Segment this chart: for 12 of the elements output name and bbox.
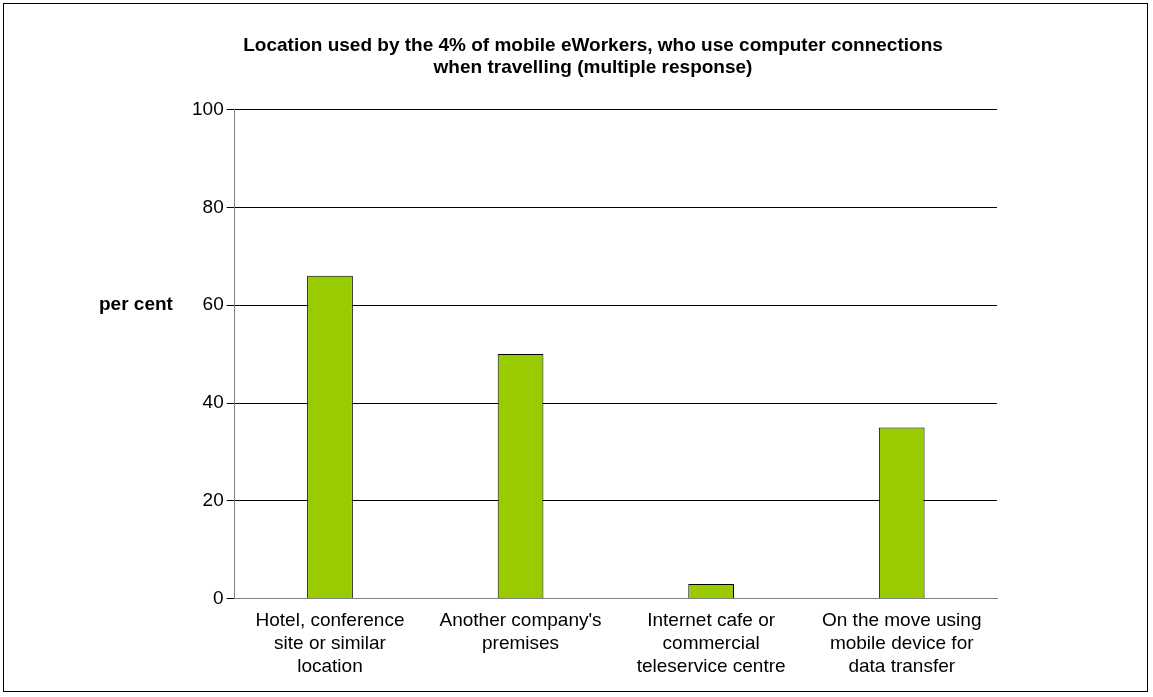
x-tick-label: Internet cafe or commercial teleservice centre [636, 609, 786, 676]
y-tick-label: 60 [202, 293, 224, 315]
y-tick-label: 0 [213, 586, 224, 608]
y-axis-title: per cent [99, 293, 174, 315]
y-tick-label: 20 [202, 489, 224, 511]
y-tick-label: 40 [202, 391, 224, 413]
x-tick-label: Another company's premises [439, 609, 602, 654]
y-tick-label: 80 [202, 195, 224, 217]
y-tick-label: 100 [192, 97, 224, 119]
x-tick-label: Hotel, conference site or similar location [255, 609, 405, 676]
x-tick-label: On the move using mobile device for data transfer [821, 609, 982, 676]
chart-title: Location used by the 4% of mobile eWorkers, who use computer connections when travelling (multiple response) [243, 33, 943, 78]
